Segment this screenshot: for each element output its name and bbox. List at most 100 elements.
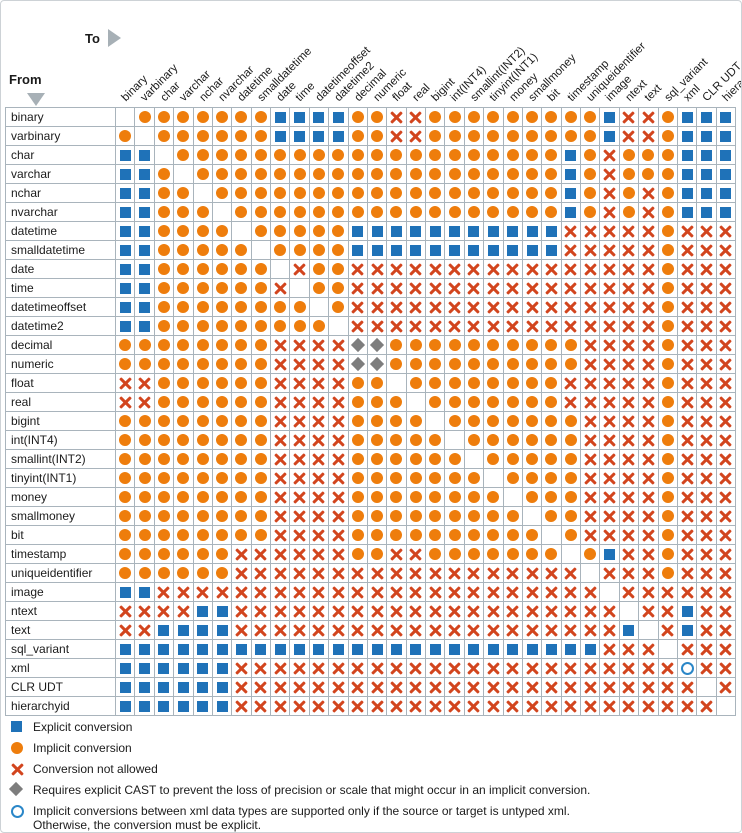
not-allowed-icon	[448, 282, 461, 295]
not-allowed-icon	[603, 491, 616, 504]
legend-xml-note-line2: Otherwise, the conversion must be explic…	[33, 818, 262, 832]
not-allowed-icon	[564, 624, 577, 637]
implicit-conversion-icon	[526, 206, 539, 218]
not-allowed-icon	[719, 662, 732, 675]
cell-sql-variant-to-varchar	[174, 640, 194, 659]
matrix-row-tinyint-int1: tinyint(INT1)	[6, 469, 736, 488]
cell-datetimeoffset-to-image	[600, 298, 620, 317]
cell-real-to-decimal	[348, 393, 368, 412]
implicit-conversion-icon	[661, 130, 674, 142]
not-allowed-icon	[157, 605, 170, 618]
cell-int-int4-to-uniqueidentifier	[581, 431, 601, 450]
implicit-conversion-icon	[429, 339, 442, 351]
cell-time-to-smallmoney	[522, 279, 543, 298]
not-allowed-icon	[448, 586, 461, 599]
cell-char-to-smalldatetime	[251, 146, 271, 165]
cell-int-int4-to-money	[503, 431, 523, 450]
implicit-conversion-icon	[332, 168, 345, 180]
implicit-conversion-icon	[196, 415, 209, 427]
matrix-row-char: char	[6, 146, 736, 165]
not-allowed-icon	[467, 320, 480, 333]
explicit-conversion-icon	[119, 282, 131, 294]
cell-binary-to-smallint-int2	[464, 108, 485, 127]
cell-smalldatetime-to-image	[600, 241, 620, 260]
implicit-conversion-icon	[371, 491, 384, 503]
cell-nvarchar-to-bigint	[426, 203, 446, 222]
not-allowed-icon	[700, 453, 713, 466]
cell-smalldatetime-to-sql-variant	[658, 241, 678, 260]
explicit-conversion-icon	[449, 225, 461, 237]
cell-datetime2-to-uniqueidentifier	[581, 317, 601, 336]
cell-nchar-to-bigint	[426, 184, 446, 203]
not-allowed-icon	[467, 700, 480, 713]
not-allowed-icon	[274, 377, 287, 390]
cell-char-to-money	[503, 146, 523, 165]
cell-sql-variant-to-real	[406, 640, 426, 659]
cell-datetimeoffset-to-clr-udt	[697, 298, 717, 317]
cell-smallmoney-to-varbinary	[135, 507, 155, 526]
not-allowed-icon	[467, 662, 480, 675]
legend-label-not-allowed: Conversion not allowed	[33, 762, 158, 776]
cell-time-to-numeric	[367, 279, 388, 298]
explicit-conversion-icon	[487, 643, 499, 655]
cell-smallint-int2-to-date	[271, 450, 291, 469]
cell-numeric-to-real	[406, 355, 426, 374]
implicit-conversion-icon	[661, 168, 674, 180]
cell-nchar-to-char	[154, 184, 175, 203]
cell-nvarchar-to-datetimeoffset	[309, 203, 330, 222]
cell-datetime2-to-bit	[542, 317, 562, 336]
not-allowed-icon	[293, 453, 306, 466]
cell-timestamp-to-binary	[116, 545, 136, 564]
implicit-conversion-icon	[390, 472, 403, 484]
cell-char-to-hierarchyid	[716, 146, 736, 165]
implicit-conversion-icon	[448, 377, 461, 389]
not-allowed-icon	[293, 662, 306, 675]
cell-float-to-time	[290, 374, 310, 393]
not-allowed-icon	[506, 282, 519, 295]
matrix-row-nchar: nchar	[6, 184, 736, 203]
implicit-conversion-icon	[254, 415, 267, 427]
cell-bit-to-tinyint-int1	[484, 526, 504, 545]
not-allowed-icon	[274, 700, 287, 713]
implicit-conversion-icon	[661, 567, 674, 579]
cell-varbinary-to-decimal	[348, 127, 368, 146]
implicit-conversion-icon	[254, 339, 267, 351]
not-allowed-icon	[642, 244, 655, 257]
cell-money-to-real	[406, 488, 426, 507]
not-allowed-icon	[719, 339, 732, 352]
not-allowed-icon	[448, 662, 461, 675]
implicit-conversion-icon	[506, 415, 519, 427]
cell-image-to-smallmoney	[522, 583, 543, 602]
cell-datetime-to-real	[406, 222, 426, 241]
implicit-conversion-icon	[545, 548, 558, 560]
cell-nchar-to-sql-variant	[658, 184, 678, 203]
not-allowed-icon	[254, 586, 267, 599]
not-allowed-icon	[274, 567, 287, 580]
cell-nvarchar-to-ntext	[619, 203, 640, 222]
explicit-conversion-icon	[158, 624, 170, 636]
implicit-conversion-icon	[506, 377, 519, 389]
cell-money-to-varbinary	[135, 488, 155, 507]
cell-varchar-to-int-int4	[445, 165, 465, 184]
cell-numeric-to-binary	[116, 355, 136, 374]
implicit-conversion-icon	[216, 434, 229, 446]
cell-time-to-sql-variant	[658, 279, 678, 298]
implicit-conversion-icon	[467, 206, 480, 218]
cell-float-to-sql-variant	[658, 374, 678, 393]
cell-time-to-xml	[677, 279, 698, 298]
not-allowed-icon	[274, 358, 287, 371]
cell-varchar-to-date	[271, 165, 291, 184]
implicit-conversion-icon	[216, 548, 229, 560]
cell-smallint-int2-to-bit	[542, 450, 562, 469]
cell-varbinary-to-date	[271, 127, 291, 146]
implicit-conversion-icon	[409, 377, 422, 389]
cell-varchar-to-real	[406, 165, 426, 184]
not-allowed-icon	[719, 415, 732, 428]
cell-timestamp-to-datetimeoffset	[309, 545, 330, 564]
matrix-row-int-int4: int(INT4)	[6, 431, 736, 450]
cell-money-to-float	[387, 488, 407, 507]
cell-real-to-bit	[542, 393, 562, 412]
cell-datetimeoffset-to-int-int4	[445, 298, 465, 317]
implicit-conversion-icon	[467, 168, 480, 180]
cell-bit-to-image	[600, 526, 620, 545]
